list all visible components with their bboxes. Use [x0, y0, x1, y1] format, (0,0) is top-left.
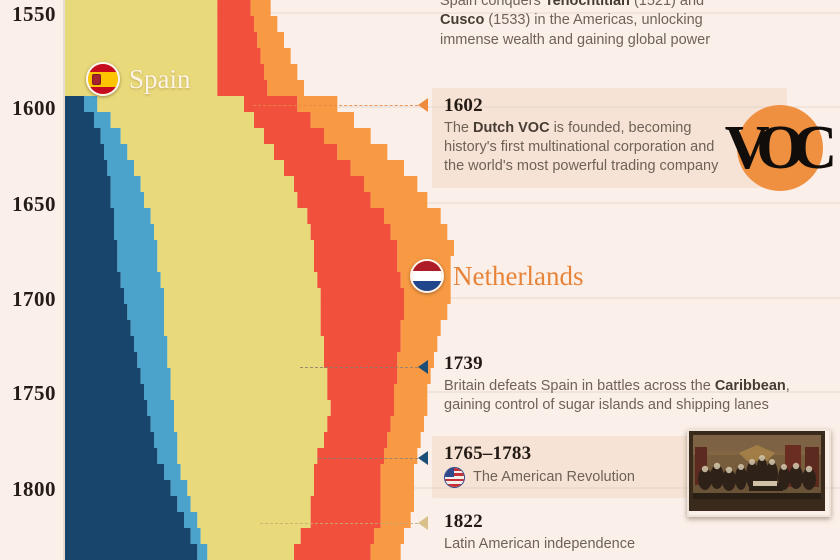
annotation-american-revolution[interactable]: 1765–1783 The American Revolution — [444, 443, 754, 488]
country-label-text: Netherlands — [453, 260, 584, 291]
spain-flag-icon — [86, 62, 120, 96]
axis-tick-1600: 1600 — [12, 96, 56, 120]
voc-logo-icon: VOC — [725, 105, 837, 191]
annotation-voc[interactable]: 1602 The Dutch VOC is founded, becoming … — [444, 95, 754, 177]
stacked-area-chart — [64, 0, 840, 560]
chart-svg — [64, 0, 840, 560]
axis-tick-1750: 1750 — [12, 381, 56, 405]
annotation-body: Spain conquers Tenochtitlan (1521) and C… — [440, 0, 711, 48]
area-series-britain — [217, 0, 404, 560]
arrow-marker-1602 — [418, 98, 428, 112]
axis-spine — [63, 0, 65, 560]
leader-line-1822 — [260, 523, 418, 524]
leader-line-1765 — [318, 458, 418, 459]
annotation-year: 1765–1783 — [444, 443, 532, 464]
us-flag-icon — [444, 466, 465, 488]
arrow-marker-1739 — [418, 360, 428, 374]
country-label-text: Spain — [129, 63, 191, 94]
annotation-year: 1739 — [444, 353, 483, 374]
axis-tick-1700: 1700 — [12, 287, 56, 311]
annotation-year: 1602 — [444, 95, 483, 116]
annotation-caribbean[interactable]: 1739 Britain defeats Spain in battles ac… — [444, 353, 804, 415]
arrow-marker-1765 — [418, 451, 428, 465]
country-label-spain[interactable]: Spain — [86, 62, 191, 96]
annotation-conquest[interactable]: Spain conquers Tenochtitlan (1521) and C… — [440, 0, 785, 50]
axis-tick-1650: 1650 — [12, 192, 56, 216]
arrow-marker-1822 — [418, 516, 428, 530]
year-axis: 1550 1600 1650 1700 1750 1800 — [0, 0, 64, 560]
netherlands-flag-icon — [410, 259, 444, 293]
area-series-netherlands — [250, 0, 454, 560]
axis-tick-1800: 1800 — [12, 477, 56, 501]
area-series-portugal — [64, 0, 204, 560]
annotation-body: The Dutch VOC is founded, becoming histo… — [444, 119, 719, 175]
declaration-of-independence-image — [687, 429, 831, 517]
annotation-highlight-1602 — [432, 88, 787, 188]
leader-line-1602 — [253, 105, 418, 106]
annotation-body: Britain defeats Spain in battles across … — [444, 377, 790, 414]
annotation-year: 1822 — [444, 511, 483, 532]
annotation-body: Latin American independence — [444, 535, 636, 552]
annotation-latin-america[interactable]: 1822 Latin American independence — [444, 511, 774, 554]
leader-line-1739 — [300, 367, 418, 368]
country-label-netherlands[interactable]: Netherlands — [410, 259, 583, 293]
area-series-france — [64, 0, 214, 560]
axis-tick-1550: 1550 — [12, 2, 56, 26]
annotation-body: The American Revolution — [473, 468, 635, 485]
